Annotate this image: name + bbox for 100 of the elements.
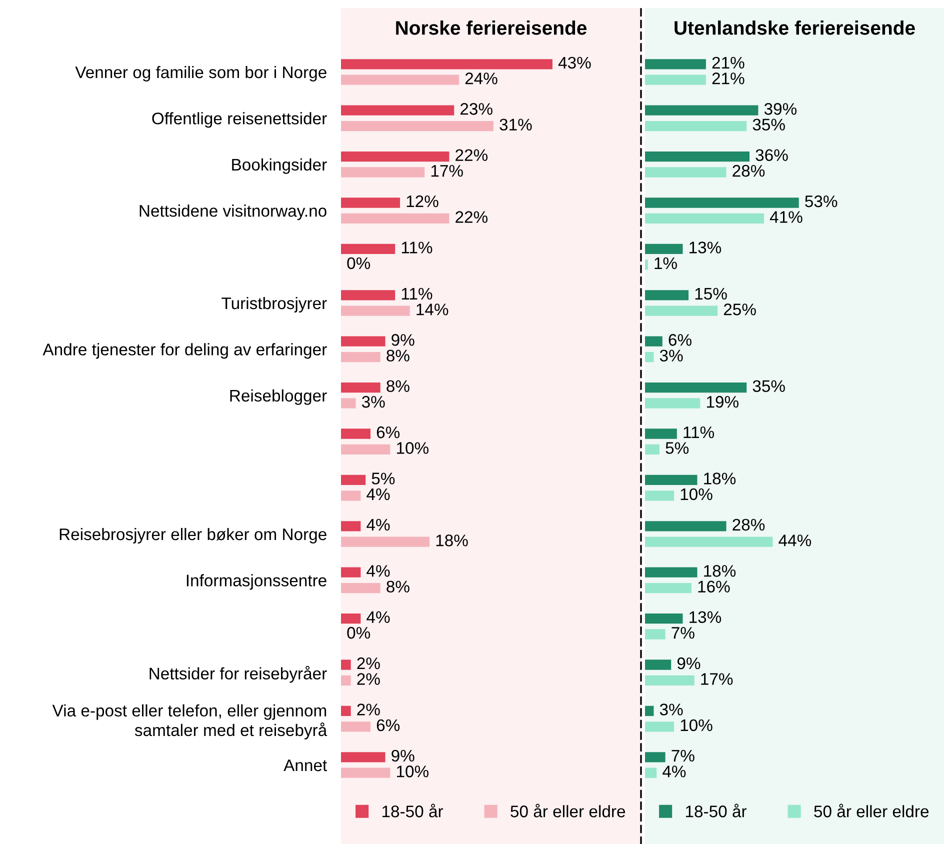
data-label: 9% — [392, 750, 414, 762]
bar — [645, 675, 694, 686]
data-label: 5% — [666, 442, 689, 454]
data-label: 6% — [668, 334, 692, 346]
bar — [341, 490, 361, 501]
bar — [645, 167, 726, 178]
bar — [341, 428, 371, 439]
bar — [341, 521, 361, 532]
data-label: 3% — [660, 704, 683, 716]
bar — [645, 352, 654, 362]
data-label: 21% — [712, 56, 744, 69]
bar — [645, 398, 700, 408]
data-label: 21% — [712, 72, 744, 84]
bar — [341, 120, 494, 132]
bar — [341, 752, 386, 762]
data-label: 2% — [357, 657, 380, 670]
data-label: 4% — [662, 766, 686, 778]
bar — [645, 722, 674, 732]
y-tick-label: Andre tjenester for deling av erfaringer — [42, 343, 327, 359]
y-tick-label: Annet — [284, 760, 327, 772]
data-label: 9% — [677, 657, 700, 670]
data-label: 43% — [558, 56, 591, 69]
data-label: 22% — [456, 149, 488, 161]
legend-label: 50 år eller eldre — [510, 804, 626, 818]
data-label: 0% — [347, 626, 370, 639]
bar — [645, 74, 706, 85]
bar — [645, 444, 660, 455]
bar — [645, 290, 689, 300]
bar — [341, 722, 371, 732]
data-label: 3% — [660, 350, 683, 362]
data-label: 24% — [465, 72, 498, 84]
bar — [341, 352, 380, 362]
bar — [645, 120, 747, 132]
data-label: 13% — [690, 611, 722, 624]
data-label: 17% — [431, 165, 463, 177]
bar — [645, 660, 672, 670]
data-label: 8% — [386, 580, 410, 593]
data-label: 4% — [366, 565, 390, 577]
data-label: 10% — [397, 766, 428, 778]
bar — [645, 582, 692, 594]
bar — [341, 567, 361, 578]
data-label: 35% — [752, 380, 785, 392]
bar — [341, 444, 390, 455]
data-label: 4% — [366, 518, 390, 531]
bar — [645, 521, 726, 532]
bar — [645, 474, 698, 486]
bar — [341, 290, 396, 300]
data-label: 11% — [684, 426, 714, 438]
bar — [645, 490, 674, 501]
data-label: 4% — [366, 611, 390, 623]
bar — [645, 629, 666, 640]
data-label: 31% — [500, 118, 532, 131]
bar — [645, 768, 657, 778]
data-label: 28% — [732, 518, 765, 531]
data-label: 5% — [372, 472, 395, 484]
bar — [341, 59, 552, 70]
legend-label: 50 år eller eldre — [814, 804, 929, 818]
bar — [341, 474, 366, 486]
data-label: 8% — [386, 350, 410, 362]
data-label: 10% — [397, 442, 428, 454]
data-label: 10% — [680, 719, 712, 732]
bar — [645, 244, 683, 254]
y-tick-label: Informasjonssentre — [186, 574, 326, 590]
data-label: 7% — [672, 750, 694, 762]
data-label: 7% — [672, 627, 694, 639]
bar — [645, 198, 799, 208]
data-label: 23% — [460, 103, 492, 115]
bar — [645, 752, 666, 762]
bar — [341, 613, 361, 624]
data-label: 6% — [376, 719, 400, 732]
data-label: 10% — [680, 488, 712, 500]
data-label: 15% — [695, 288, 727, 300]
data-label: 22% — [456, 211, 488, 223]
legend-label: 18-50 år — [382, 804, 444, 818]
data-label: 44% — [778, 534, 812, 546]
bar — [341, 675, 351, 686]
data-label: 18% — [704, 472, 736, 484]
y-tick-label: Nettsidene visitnorway.no — [140, 204, 326, 220]
chart-title: Norske feriereisende — [396, 20, 587, 35]
bar — [341, 74, 460, 85]
data-label: 8% — [386, 380, 410, 392]
bar — [341, 167, 425, 178]
data-label: 36% — [756, 149, 788, 162]
bar — [341, 213, 450, 224]
data-label: 14% — [416, 304, 448, 316]
data-label: 1% — [654, 257, 677, 270]
data-label: 12% — [406, 195, 438, 208]
y-tick-label: Reisebrosjyrer eller bøker om Norge — [60, 528, 326, 544]
data-label: 41% — [770, 211, 802, 223]
data-label: 17% — [701, 673, 733, 685]
bar — [645, 105, 758, 116]
bar — [341, 198, 400, 208]
bar — [341, 536, 430, 547]
data-label: 2% — [357, 673, 380, 685]
bar — [645, 213, 764, 224]
bar — [341, 382, 380, 393]
data-label: 25% — [724, 304, 756, 316]
bar — [341, 151, 450, 162]
bar — [341, 706, 351, 716]
data-label: 13% — [690, 242, 722, 254]
